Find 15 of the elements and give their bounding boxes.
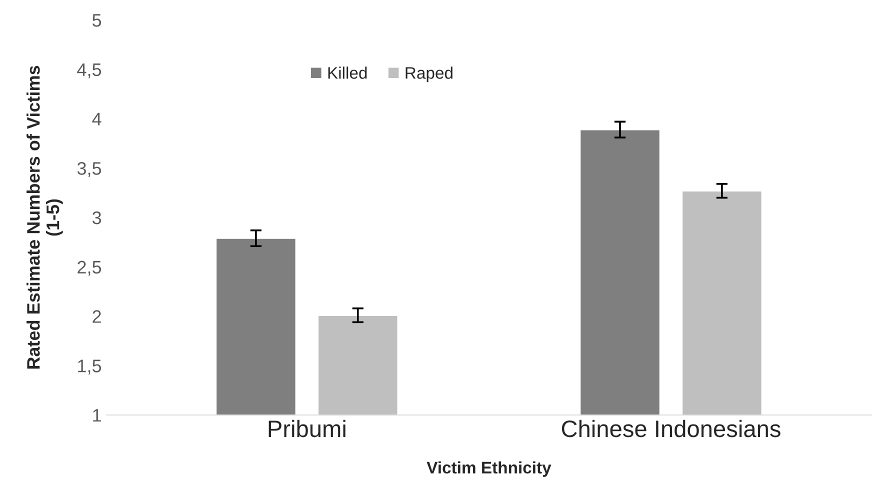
x-axis-title: Victim Ethnicity — [426, 461, 552, 477]
y-tick-label: 2,5 — [78, 260, 102, 276]
legend-label: Raped — [406, 66, 452, 82]
x-tick-label: Pribumi — [268, 420, 346, 438]
y-tick-label: 3 — [92, 211, 102, 224]
y-tick-label: 2 — [92, 310, 101, 323]
y-tick-label: 1 — [93, 409, 101, 422]
y-tick-label: 4 — [92, 112, 102, 126]
x-tick-label: Chinese Indonesians — [562, 420, 780, 438]
legend-label: Killed — [328, 66, 367, 79]
y-axis-title: Rated Estimate Numbers of Victims (1-5) — [26, 66, 63, 369]
y-tick-label: 4,5 — [77, 63, 102, 78]
y-tick-label: 5 — [92, 14, 102, 27]
y-tick-label: 1,5 — [78, 360, 102, 374]
y-tick-label: 3,5 — [77, 162, 102, 177]
